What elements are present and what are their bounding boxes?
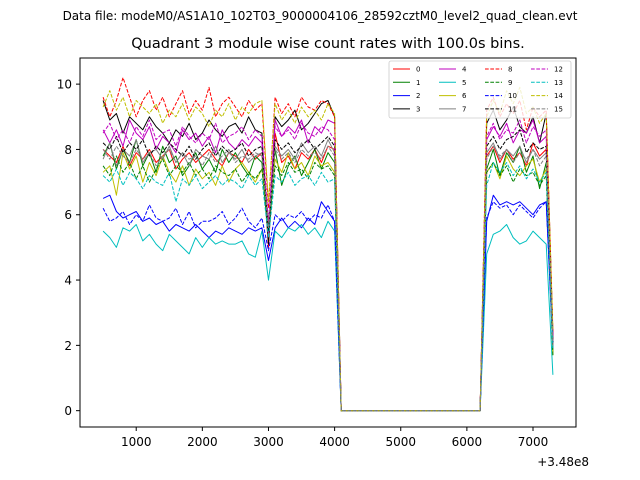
legend-label-2: 2: [416, 92, 420, 100]
x-tick-label: 4000: [319, 435, 350, 449]
figure-suptitle: Data file: modeM0/AS1A10_102T03_90000041…: [62, 9, 578, 23]
series-line-14: [102, 86, 554, 412]
x-tick-label: 2000: [187, 435, 218, 449]
axes-frame: [79, 57, 577, 428]
legend-label-15: 15: [554, 105, 563, 113]
x-tick-label: 6000: [452, 435, 483, 449]
legend-label-7: 7: [462, 105, 466, 113]
series-line-15: [102, 145, 554, 412]
plot-area: [102, 77, 554, 412]
legend-label-9: 9: [508, 79, 512, 87]
legend-label-1: 1: [416, 79, 420, 87]
legend-label-3: 3: [416, 105, 420, 113]
x-tick-label: 1000: [121, 435, 152, 449]
y-tick-label: 6: [64, 208, 72, 222]
x-tick-label: 3000: [253, 435, 284, 449]
y-axis: 0 2 4 6 8 10: [57, 78, 80, 418]
legend-label-0: 0: [416, 66, 420, 74]
y-tick-label: 0: [64, 404, 72, 418]
legend-label-13: 13: [554, 79, 563, 87]
legend-label-12: 12: [554, 66, 563, 74]
series-line-9: [102, 155, 554, 412]
x-offset-label: +3.48e8: [537, 455, 589, 469]
legend-frame: [388, 60, 572, 119]
y-tick-label: 10: [57, 78, 72, 92]
legend-label-10: 10: [508, 92, 517, 100]
legend-label-5: 5: [462, 79, 466, 87]
y-tick-label: 2: [64, 339, 72, 353]
legend-label-4: 4: [462, 66, 467, 74]
x-tick-label: 5000: [385, 435, 416, 449]
y-tick-label: 4: [64, 274, 72, 288]
legend-label-6: 6: [462, 92, 467, 100]
chart-title: Quadrant 3 module wise count rates with …: [131, 36, 525, 52]
y-tick-label: 8: [64, 143, 72, 157]
legend-label-8: 8: [508, 66, 512, 74]
legend-label-11: 11: [508, 105, 517, 113]
x-tick-label: 7000: [518, 435, 549, 449]
legend-label-14: 14: [554, 92, 563, 100]
x-axis: 1000 2000 3000 4000 5000 6000 7000: [121, 427, 548, 449]
